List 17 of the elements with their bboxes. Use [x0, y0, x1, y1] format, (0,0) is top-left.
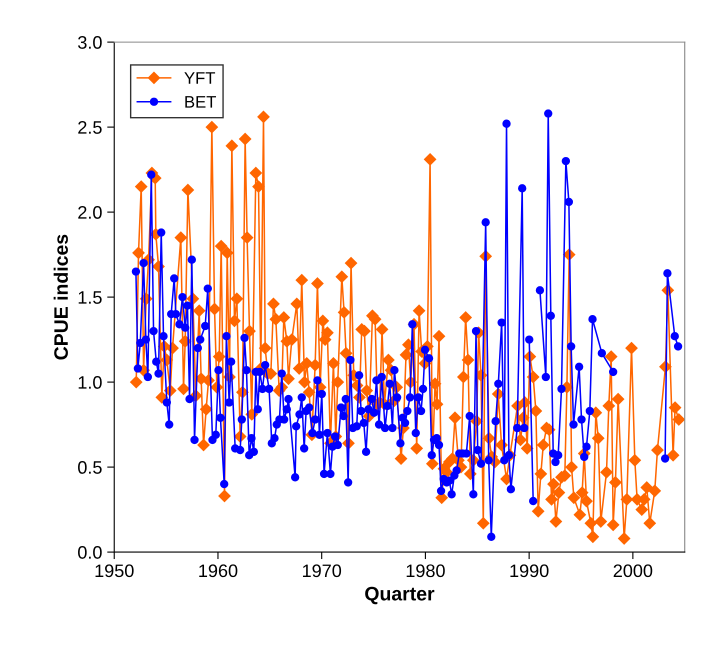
y-tick-label: 0.0 [78, 546, 102, 559]
y-axis-title: CPUE indices [54, 234, 68, 360]
y-tick-label: 0.5 [78, 461, 102, 474]
y-tick-label: 1.5 [78, 291, 102, 304]
legend-label: BET [185, 96, 216, 108]
legend-label: YFT [184, 72, 216, 84]
x-tick-label: 1980 [406, 564, 445, 578]
x-tick-label: 2000 [614, 564, 652, 578]
x-tick-label: 1950 [96, 564, 134, 578]
x-tick-label: 1960 [199, 564, 238, 578]
y-tick-label: 2.0 [78, 206, 102, 219]
x-tick-label: 1970 [302, 564, 342, 578]
y-tick-label: 2.5 [78, 121, 102, 134]
x-axis-title: Quarter [365, 586, 434, 604]
y-tick-label: 1.0 [78, 376, 102, 389]
y-tick-label: 3.0 [78, 36, 102, 49]
x-tick-label: 1990 [510, 564, 549, 578]
